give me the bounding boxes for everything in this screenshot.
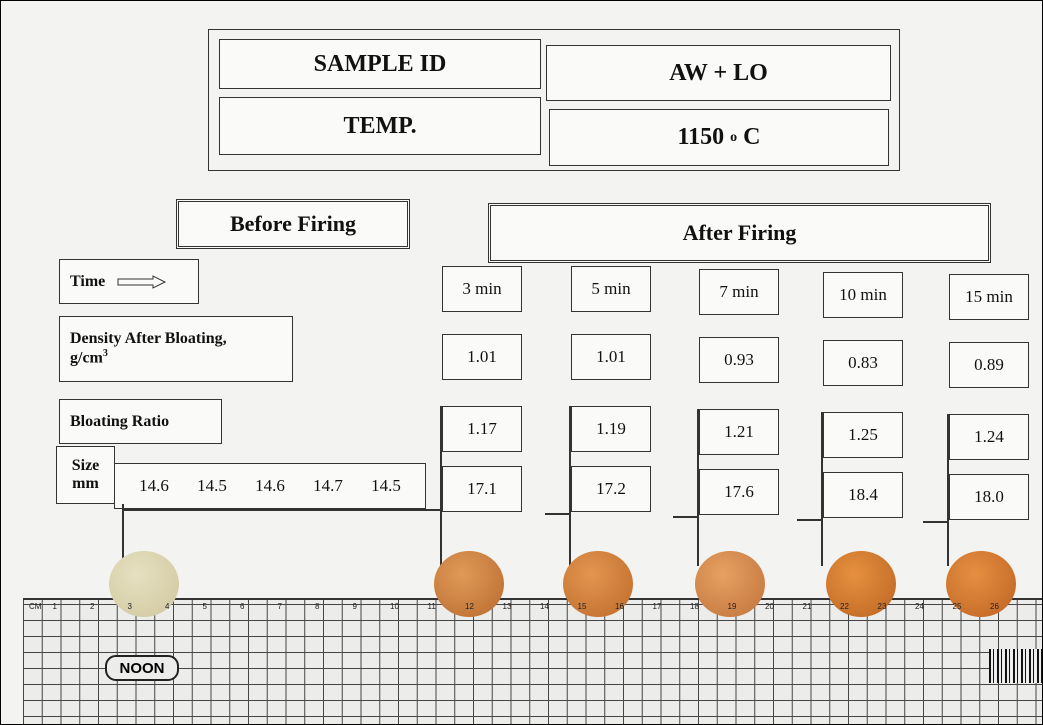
before-sizes-box: 14.6 14.5 14.6 14.7 14.5 [114, 463, 426, 509]
time-box: 5 min [571, 266, 651, 312]
ruler-label: 9 [353, 602, 357, 611]
density-box: 0.83 [823, 340, 903, 386]
pointer-line [673, 516, 699, 518]
header-value: 1150 o C [549, 109, 889, 166]
header-label: SAMPLE ID [219, 39, 541, 89]
ratio-box: 1.17 [442, 406, 522, 452]
ruler-label: 23 [878, 602, 887, 611]
ruler-label: 21 [803, 602, 812, 611]
ruler-label: 1 [53, 602, 57, 611]
ratio-box: 1.19 [571, 406, 651, 452]
ruler-label: 25 [953, 602, 962, 611]
ruler-label: 16 [615, 602, 624, 611]
size-label-box: Size mm [56, 446, 115, 504]
pointer-line [821, 412, 823, 566]
time-box: 3 min [442, 266, 522, 312]
density-label: Density After Bloating, [70, 330, 227, 348]
ratio-box: 1.21 [699, 409, 779, 455]
pointer-line [569, 406, 571, 566]
density-box: 1.01 [571, 334, 651, 380]
ratio-box: 1.25 [823, 412, 903, 458]
time-box: 7 min [699, 269, 779, 315]
size-box: 17.2 [571, 466, 651, 512]
ruler-label: 10 [390, 602, 399, 611]
density-box: 0.93 [699, 337, 779, 383]
ruler-label: 11 [428, 602, 436, 611]
size-box: 18.0 [949, 474, 1029, 520]
pointer-line [122, 504, 124, 564]
density-unit-sup: 3 [103, 348, 108, 359]
size-unit: mm [72, 475, 99, 493]
pointer-line [797, 519, 823, 521]
barcode [989, 649, 1042, 683]
time-label: Time [70, 273, 105, 291]
section-after: After Firing [488, 203, 991, 263]
ruler-label: 19 [728, 602, 737, 611]
pointer-line [440, 406, 442, 566]
ruler-label: 18 [690, 602, 699, 611]
before-size: 14.6 [255, 476, 285, 496]
ruler-label: 3 [128, 602, 132, 611]
size-box: 18.4 [823, 472, 903, 518]
pointer-line [923, 521, 949, 523]
ruler-unit: CM [29, 602, 41, 611]
ruler-label: 2 [90, 602, 94, 611]
ratio-label-box: Bloating Ratio [59, 399, 222, 444]
ruler-label: 17 [653, 602, 662, 611]
time-box: 10 min [823, 272, 903, 318]
photo: SAMPLE ID AW + LO TEMP. 1150 o C Before … [0, 0, 1043, 725]
density-unit: g/cm [70, 350, 103, 367]
size-box: 17.1 [442, 466, 522, 512]
before-size: 14.5 [197, 476, 227, 496]
arrow [117, 275, 167, 289]
ruler-label: 24 [915, 602, 924, 611]
ruler-brand: NOON [105, 655, 179, 681]
header-value: AW + LO [546, 45, 891, 101]
ratio-box: 1.24 [949, 414, 1029, 460]
pointer-line [697, 409, 699, 566]
ruler-label: 4 [165, 602, 169, 611]
ruler-label: 8 [315, 602, 319, 611]
ruler-label: 15 [578, 602, 587, 611]
before-size: 14.5 [371, 476, 401, 496]
header-label: TEMP. [219, 97, 541, 155]
before-size: 14.6 [139, 476, 169, 496]
time-label-box: Time [59, 259, 199, 304]
ruler-label: 20 [765, 602, 774, 611]
ruler-label: 12 [465, 602, 474, 611]
ruler-label: 14 [540, 602, 549, 611]
before-size: 14.7 [313, 476, 343, 496]
ruler-label: 5 [203, 602, 207, 611]
ruler-label: 26 [990, 602, 999, 611]
ruler-label: 7 [278, 602, 282, 611]
size-box: 17.6 [699, 469, 779, 515]
section-before: Before Firing [176, 199, 410, 249]
temp-degree: o [730, 130, 737, 146]
size-label: Size [72, 457, 100, 475]
ruler-label: 22 [840, 602, 849, 611]
density-label-box: Density After Bloating, g/cm3 [59, 316, 293, 382]
pointer-line [947, 414, 949, 566]
ruler-label: 13 [503, 602, 512, 611]
temp-value: 1150 [677, 124, 724, 151]
density-box: 0.89 [949, 342, 1029, 388]
ruler-label: 6 [240, 602, 244, 611]
time-box: 15 min [949, 274, 1029, 320]
temp-unit: C [743, 124, 760, 151]
density-box: 1.01 [442, 334, 522, 380]
pointer-line [122, 509, 442, 511]
pointer-line [545, 513, 571, 515]
